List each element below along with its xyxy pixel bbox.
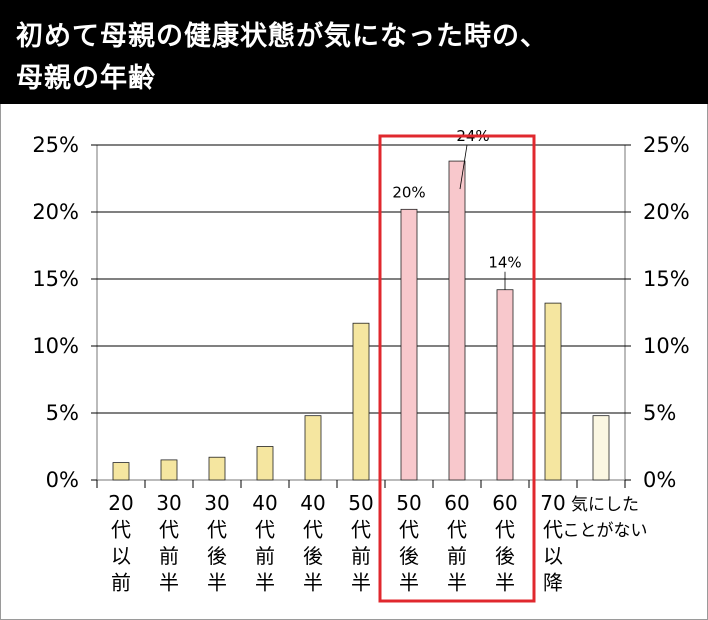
x-category-label: 前 <box>255 544 275 568</box>
bar <box>112 462 130 481</box>
x-category-label: 代 <box>447 518 467 542</box>
y-tick-label-left: 0% <box>46 468 79 492</box>
x-category-label: 20 <box>108 491 133 515</box>
x-category-label: 前 <box>111 571 131 595</box>
bar <box>448 160 466 481</box>
x-category-label: 代 <box>255 518 275 542</box>
x-category-label: 後 <box>399 544 419 568</box>
bar <box>160 459 178 481</box>
y-tick-label-right: 25% <box>643 133 690 157</box>
bar <box>496 289 514 481</box>
x-category-label: 代 <box>495 518 515 542</box>
x-category-label: 前 <box>351 544 371 568</box>
highlight-box <box>378 134 536 603</box>
y-tick-label-right: 5% <box>643 401 676 425</box>
x-category-label: 代 <box>303 518 323 542</box>
y-tick-label-right: 0% <box>643 468 676 492</box>
title-line-2: 母親の年齢 <box>16 63 156 94</box>
x-category-label: 半 <box>303 571 323 595</box>
y-tick-label-right: 20% <box>643 200 690 224</box>
x-category-label: 半 <box>447 571 467 595</box>
x-category-label: 前 <box>159 544 179 568</box>
x-category-label: 半 <box>255 571 275 595</box>
x-category-label: 40 <box>300 491 325 515</box>
y-tick-label-left: 20% <box>32 200 79 224</box>
x-category-label: 50 <box>348 491 373 515</box>
x-category-label: 70 <box>540 491 565 515</box>
y-tick-label-right: 10% <box>643 334 690 358</box>
x-category-label: 40 <box>252 491 277 515</box>
bar <box>400 208 418 481</box>
x-category-label: 半 <box>495 571 515 595</box>
bar <box>544 302 562 481</box>
x-category-label: 60 <box>492 491 517 515</box>
bar <box>208 456 226 481</box>
x-category-label: 半 <box>159 571 179 595</box>
x-category-label: 前 <box>447 544 467 568</box>
bar <box>256 446 274 481</box>
x-category-label: 後 <box>207 544 227 568</box>
x-category-label: 半 <box>207 571 227 595</box>
x-category-label: 以 <box>543 544 563 568</box>
data-label: 14% <box>488 254 521 272</box>
x-category-label: 代 <box>399 518 419 542</box>
data-label: 20% <box>392 183 425 201</box>
bar <box>304 415 322 481</box>
y-tick-label-right: 15% <box>643 267 690 291</box>
x-category-label: 後 <box>495 544 515 568</box>
bar <box>352 322 370 481</box>
x-category-label: 代 <box>543 518 563 542</box>
x-category-label: 以 <box>111 544 131 568</box>
bar <box>592 415 610 481</box>
x-category-label: ことがない <box>563 521 648 541</box>
x-category-label: 50 <box>396 491 421 515</box>
x-category-label: 30 <box>156 491 181 515</box>
x-category-label: 半 <box>399 571 419 595</box>
y-tick-label-left: 5% <box>46 401 79 425</box>
x-category-label: 代 <box>159 518 179 542</box>
x-category-label: 代 <box>207 518 227 542</box>
data-label-leader <box>459 145 468 190</box>
x-category-label: 代 <box>111 518 131 542</box>
x-category-label: 60 <box>444 491 469 515</box>
y-tick-label-left: 25% <box>32 133 79 157</box>
title-bar: 初めて母親の健康状態が気になった時の、 母親の年齢 <box>0 0 708 104</box>
y-tick-label-left: 15% <box>32 267 79 291</box>
bar-chart: 0% 0%5% 5%10% 10%15% 15%20% 20%25% 25%20代以前30代… <box>32 127 690 603</box>
x-category-label: 降 <box>543 571 563 595</box>
title-line-1: 初めて母親の健康状態が気になった時の、 <box>16 21 548 52</box>
x-category-label: 気にした <box>571 495 639 515</box>
x-category-label: 半 <box>351 571 371 595</box>
x-category-label: 代 <box>351 518 371 542</box>
x-category-label: 30 <box>204 491 229 515</box>
y-tick-label-left: 10% <box>32 334 79 358</box>
x-category-label: 後 <box>303 544 323 568</box>
